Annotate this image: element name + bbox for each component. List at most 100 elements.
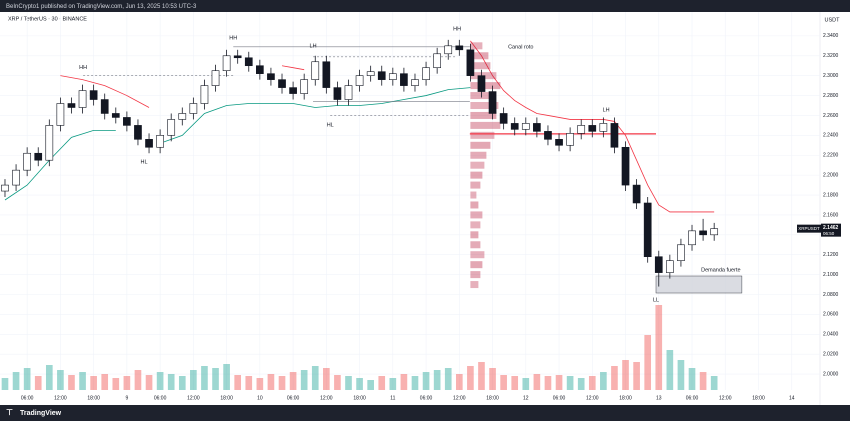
volume-bar [522, 378, 530, 390]
volume-bar [156, 372, 164, 390]
candle-body [400, 73, 408, 86]
annotation: Canal roto [508, 44, 533, 50]
x-tick-label: 12 [523, 395, 529, 401]
candle-body [200, 85, 209, 104]
y-tick-label: 2.2200 [823, 153, 839, 159]
volume-bar [289, 372, 297, 390]
volume-profile-bar [470, 241, 481, 249]
x-tick-label: 12:00 [320, 395, 333, 401]
x-tick-label: 18:00 [619, 395, 632, 401]
volume-profile-bar [470, 161, 485, 169]
x-tick-label: 12:00 [453, 395, 466, 401]
volume-bar [710, 376, 718, 390]
volume-bar [555, 375, 563, 390]
volume-bar [655, 305, 663, 390]
volume-bar [190, 370, 197, 390]
x-tick-label: 12:00 [586, 395, 599, 401]
candle-body [422, 67, 430, 80]
x-tick-label: 18:00 [220, 395, 233, 401]
candle-body [444, 45, 453, 55]
volume-profile-bar [470, 42, 483, 50]
volume-bar [123, 376, 131, 390]
annotation: HL [141, 159, 148, 165]
annotation: HH [229, 35, 237, 41]
volume-bar [223, 364, 230, 390]
candle-body [100, 99, 109, 114]
candle-body [78, 90, 87, 108]
volume-profile-bar [470, 82, 501, 90]
candle-body [654, 256, 663, 273]
volume-bar [677, 360, 685, 390]
volume-bar [577, 378, 585, 390]
volume-profile-bar [470, 171, 483, 179]
volume-bar [433, 370, 441, 390]
volume-bar [611, 366, 618, 390]
candle-body [699, 230, 707, 236]
volume-bar [311, 366, 319, 390]
candle-body [167, 119, 176, 136]
volume-bar [34, 376, 42, 390]
candle-body [233, 55, 242, 59]
annotation: Demanda fuerte [701, 267, 740, 273]
candle-body [12, 169, 20, 186]
y-tick-label: 2.0000 [823, 371, 839, 377]
volume-profile-bar [470, 52, 489, 60]
volume-bar [511, 376, 519, 390]
volume-bar [600, 372, 607, 390]
candle-body [521, 123, 530, 130]
candle-body [621, 146, 630, 186]
candle-body [577, 125, 586, 134]
annotation: LL [653, 297, 659, 303]
x-tick-label: 10 [257, 395, 263, 401]
x-tick-label: 06:00 [686, 395, 699, 401]
volume-bar [134, 370, 142, 390]
volume-bar [300, 370, 308, 390]
y-tick-label: 2.0200 [823, 352, 839, 358]
annotation: HH [453, 26, 461, 32]
candle-body [333, 87, 342, 100]
volume-profile-bar [470, 181, 481, 189]
y-tick-label: 2.0400 [823, 332, 839, 338]
y-tick-label: 2.1000 [823, 272, 839, 278]
x-tick-label: 18:00 [353, 395, 366, 401]
volume-bar [57, 370, 64, 390]
volume-bar [267, 374, 275, 390]
candle-body [677, 244, 685, 261]
annotation: HH [79, 65, 87, 71]
candle-body [643, 202, 652, 258]
candle-body [710, 228, 719, 236]
volume-bar [1, 378, 9, 390]
candle-body [632, 184, 641, 204]
candle-body [555, 139, 563, 146]
candle-body [566, 133, 574, 146]
volume-bar [489, 368, 496, 390]
candle-body [477, 75, 486, 92]
candle-body [388, 73, 397, 80]
candle-body [455, 45, 464, 51]
volume-bar [167, 374, 175, 390]
candle-body [67, 103, 76, 108]
candle-body [111, 113, 120, 118]
x-tick-label: 06:00 [420, 395, 433, 401]
candle-body [256, 65, 264, 74]
x-tick-label: 12:00 [54, 395, 67, 401]
x-tick-label: 9 [125, 395, 128, 401]
volume-bar [455, 374, 463, 390]
last-price: 2.1462 [823, 225, 839, 231]
volume-profile-bar [470, 271, 481, 279]
candle-body [189, 103, 198, 114]
x-tick-label: 18:00 [752, 395, 765, 401]
x-tick-label: 12:00 [719, 395, 732, 401]
volume-bar [622, 360, 629, 390]
y-tick-label: 2.2400 [823, 133, 839, 139]
y-tick-label: 2.1200 [823, 252, 839, 258]
candle-body [610, 123, 619, 148]
candle-body [433, 53, 441, 69]
volume-bar [666, 350, 674, 390]
last-price-countdown: 06:50 [823, 231, 835, 236]
volume-bar [467, 366, 474, 390]
volume-bar [500, 375, 507, 390]
volume-bar [334, 375, 341, 390]
volume-bar [79, 372, 86, 390]
